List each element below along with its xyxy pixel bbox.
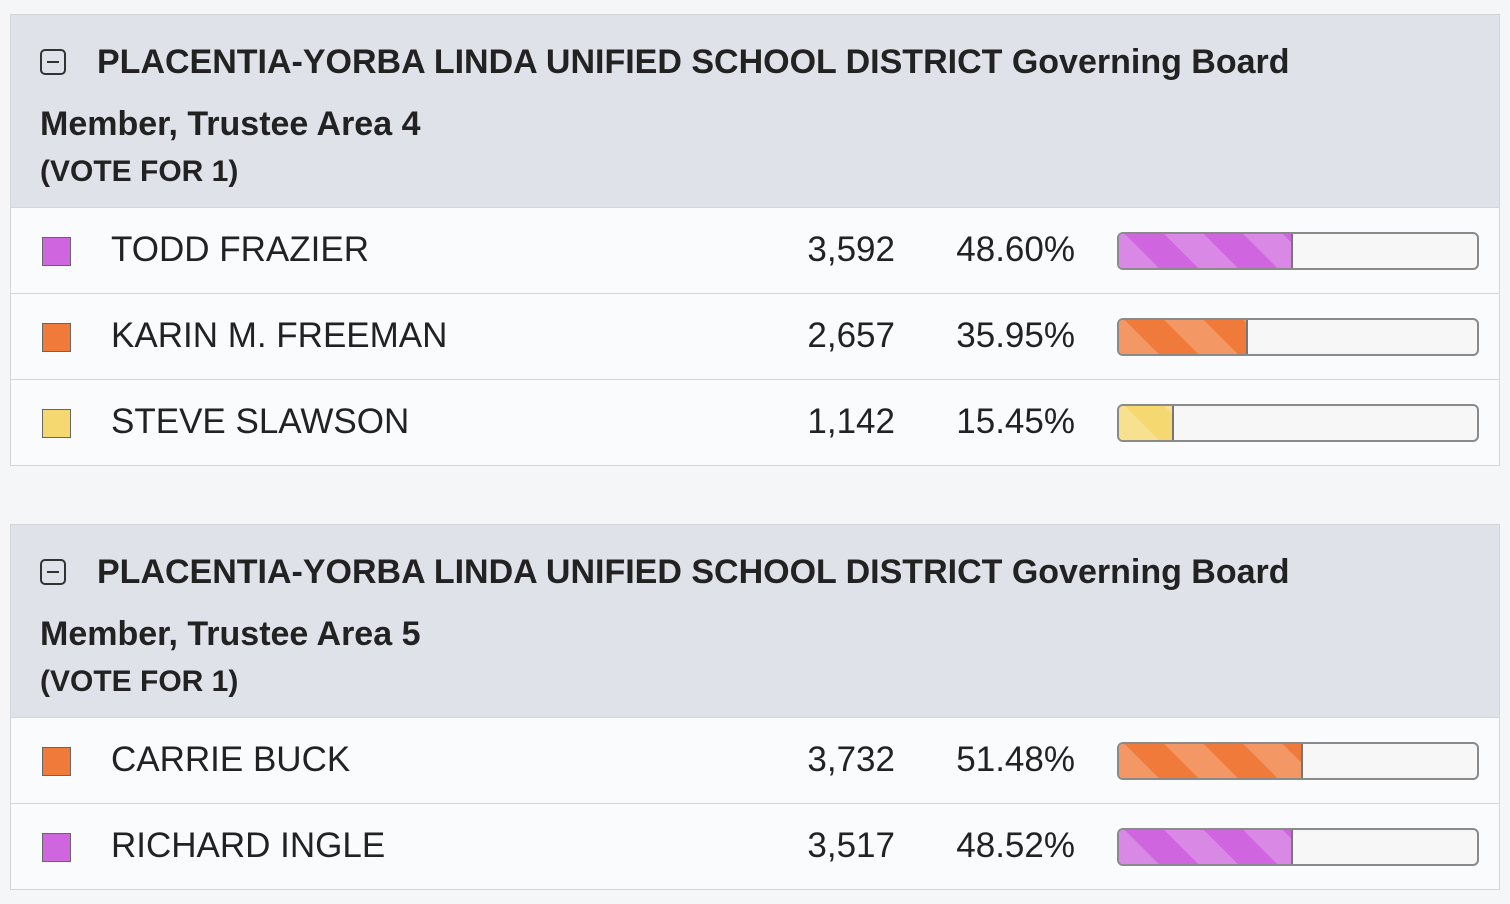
color-swatch	[42, 747, 71, 776]
vote-for: (VOTE FOR 1)	[40, 665, 239, 698]
percent-bar-track	[1117, 742, 1479, 780]
vote-for: (VOTE FOR 1)	[40, 155, 239, 188]
percent-bar	[1119, 406, 1175, 440]
color-swatch	[42, 833, 71, 862]
vote-percent: 35.95%	[956, 316, 1075, 355]
vote-count: 3,592	[807, 230, 895, 269]
contest-header: PLACENTIA-YORBA LINDA UNIFIED SCHOOL DIS…	[11, 525, 1499, 717]
contest-card: PLACENTIA-YORBA LINDA UNIFIED SCHOOL DIS…	[10, 524, 1500, 890]
vote-percent: 15.45%	[956, 402, 1075, 441]
percent-bar-track	[1117, 318, 1479, 356]
collapse-toggle[interactable]	[40, 559, 66, 585]
percent-bar-track	[1117, 232, 1479, 270]
candidate-name: KARIN M. FREEMAN	[111, 316, 448, 355]
contest-title: PLACENTIA-YORBA LINDA UNIFIED SCHOOL DIS…	[97, 43, 1290, 81]
candidate-row: RICHARD INGLE 3,517 48.52%	[11, 803, 1499, 889]
percent-bar-track	[1117, 828, 1479, 866]
candidate-row: STEVE SLAWSON 1,142 15.45%	[11, 379, 1499, 465]
percent-bar	[1119, 744, 1304, 778]
percent-bar	[1119, 234, 1293, 268]
contest-subtitle: Member, Trustee Area 5	[40, 615, 421, 653]
contest-card: PLACENTIA-YORBA LINDA UNIFIED SCHOOL DIS…	[10, 14, 1500, 466]
candidate-name: RICHARD INGLE	[111, 826, 386, 865]
color-swatch	[42, 323, 71, 352]
contest-subtitle: Member, Trustee Area 4	[40, 105, 421, 143]
contest-title: PLACENTIA-YORBA LINDA UNIFIED SCHOOL DIS…	[97, 553, 1290, 591]
color-swatch	[42, 409, 71, 438]
candidate-row: TODD FRAZIER 3,592 48.60%	[11, 207, 1499, 293]
vote-percent: 48.52%	[956, 826, 1075, 865]
vote-percent: 51.48%	[956, 740, 1075, 779]
vote-percent: 48.60%	[956, 230, 1075, 269]
vote-count: 3,732	[807, 740, 895, 779]
collapse-toggle[interactable]	[40, 49, 66, 75]
percent-bar	[1119, 830, 1293, 864]
candidate-row: CARRIE BUCK 3,732 51.48%	[11, 717, 1499, 803]
candidate-name: TODD FRAZIER	[111, 230, 369, 269]
vote-count: 2,657	[807, 316, 895, 355]
candidate-name: CARRIE BUCK	[111, 740, 351, 779]
candidate-name: STEVE SLAWSON	[111, 402, 410, 441]
percent-bar-track	[1117, 404, 1479, 442]
percent-bar	[1119, 320, 1248, 354]
candidate-row: KARIN M. FREEMAN 2,657 35.95%	[11, 293, 1499, 379]
vote-count: 3,517	[807, 826, 895, 865]
contest-header: PLACENTIA-YORBA LINDA UNIFIED SCHOOL DIS…	[11, 15, 1499, 207]
color-swatch	[42, 237, 71, 266]
vote-count: 1,142	[807, 402, 895, 441]
